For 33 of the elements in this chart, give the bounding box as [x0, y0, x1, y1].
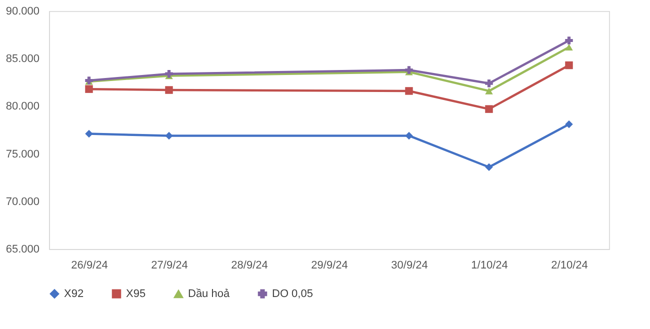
y-tick-label: 75.000	[6, 148, 40, 160]
point	[485, 163, 493, 171]
x-tick-label: 30/9/24	[391, 260, 428, 272]
point	[405, 87, 413, 95]
y-tick-label: 90.000	[6, 6, 40, 18]
y-tick-label: 65.000	[6, 244, 40, 256]
x-tick-label: 1/10/24	[471, 260, 508, 272]
point	[485, 105, 493, 113]
point	[165, 132, 173, 140]
point	[485, 88, 493, 94]
y-tick-label: 85.000	[6, 53, 40, 66]
y-tick-label: 80.000	[6, 100, 40, 113]
x-tick-label: 29/9/24	[311, 260, 348, 272]
point	[85, 85, 93, 93]
x-tick-label: 2/10/24	[551, 260, 588, 272]
point	[565, 44, 573, 51]
point	[405, 66, 413, 74]
y-tick-label: 70.000	[6, 196, 40, 208]
point	[165, 70, 173, 78]
legend-label: X92	[64, 288, 84, 300]
point	[565, 120, 573, 128]
x-tick-label: 27/9/24	[151, 260, 188, 272]
point	[85, 130, 93, 138]
legend-label: DO 0,05	[272, 288, 313, 300]
point	[405, 132, 413, 140]
point	[565, 36, 573, 44]
point	[485, 79, 493, 88]
legend-label: X95	[126, 288, 146, 300]
point	[565, 61, 573, 70]
legend-label: Dầu hoả	[188, 288, 230, 300]
point	[165, 86, 173, 94]
x-tick-label: 28/9/24	[231, 260, 268, 272]
x-tick-label: 26/9/24	[71, 260, 108, 272]
